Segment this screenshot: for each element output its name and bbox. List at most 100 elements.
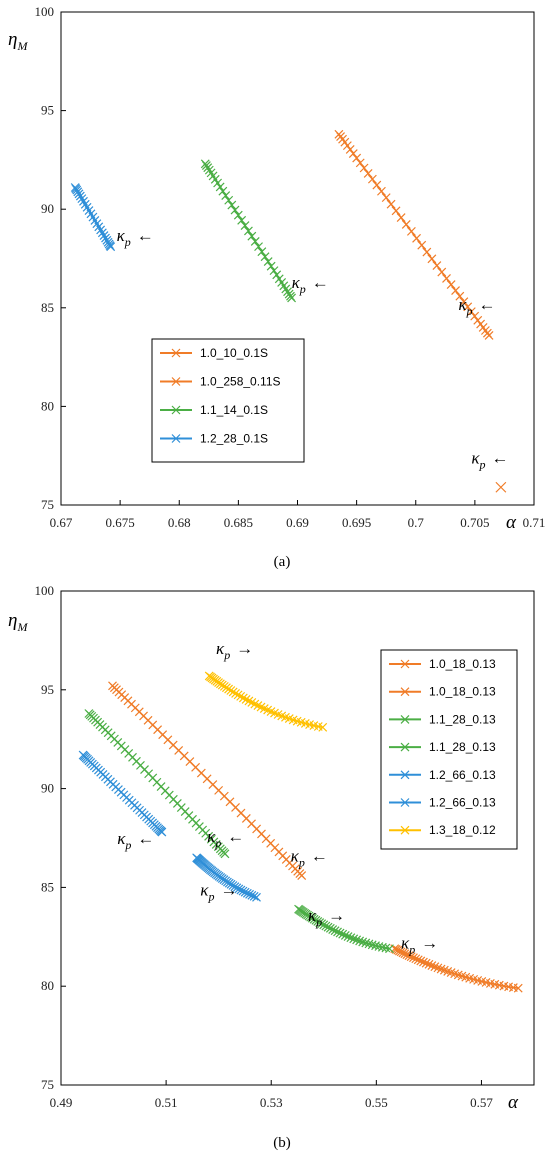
- series-point: [287, 293, 297, 303]
- series-point: [97, 228, 107, 238]
- x-tick-label: 0.705: [460, 515, 489, 530]
- series-point: [157, 827, 167, 837]
- x-tick-label: 0.55: [365, 1095, 388, 1110]
- legend-swatch-marker: [400, 687, 410, 697]
- series-point: [266, 261, 276, 271]
- legend-item: 1.3_18_0.12: [389, 823, 496, 837]
- series-point: [321, 921, 331, 931]
- series-point: [99, 231, 109, 240]
- series: [495, 481, 507, 493]
- kappa-symbol: κ: [291, 847, 300, 866]
- kappa-arrow: →: [236, 639, 253, 658]
- series-point: [367, 940, 377, 950]
- series: [78, 750, 167, 837]
- y-axis-label: ηM: [8, 610, 28, 634]
- series-point: [297, 871, 307, 880]
- kappa-arrow: ←: [491, 449, 508, 468]
- panel-caption: (a): [274, 554, 291, 570]
- series: [294, 904, 394, 954]
- series-point: [228, 687, 238, 697]
- series-point: [411, 954, 421, 964]
- series-point: [237, 215, 247, 225]
- series-point: [342, 141, 352, 151]
- legend-label: 1.0_258_0.11S: [200, 375, 281, 389]
- legend-swatch-marker: [400, 742, 410, 752]
- series-point: [232, 883, 242, 893]
- series-point: [221, 191, 231, 201]
- panel-caption: (b): [273, 1135, 291, 1151]
- kappa-symbol: κ: [471, 449, 480, 468]
- series-point: [437, 267, 447, 277]
- legend-label: 1.2_66_0.13: [429, 796, 496, 810]
- series-point: [241, 694, 251, 704]
- series-point: [406, 226, 416, 236]
- kappa-annotation: κp ←: [292, 273, 329, 296]
- kappa-annotation: κp ←: [207, 827, 244, 850]
- kappa-subscript: p: [478, 458, 485, 472]
- legend-swatch-marker: [171, 348, 181, 358]
- legend-item: 1.2_28_0.1S: [160, 432, 268, 446]
- series-point: [263, 257, 273, 266]
- series-point: [404, 951, 414, 961]
- legend-label: 1.0_18_0.13: [429, 657, 496, 671]
- legend-item: 1.2_66_0.13: [389, 796, 496, 810]
- series-point: [247, 231, 257, 241]
- legend-label: 1.1_28_0.13: [429, 712, 496, 726]
- legend-item: 1.0_18_0.13: [389, 657, 496, 671]
- series-point: [328, 925, 338, 934]
- x-tick-label: 0.67: [50, 515, 73, 530]
- legend-swatch-marker: [400, 714, 410, 724]
- kappa-arrow: ←: [312, 273, 329, 292]
- series-point: [238, 886, 248, 896]
- x-tick-label: 0.68: [168, 515, 191, 530]
- series-point: [226, 686, 236, 695]
- series-point: [242, 888, 252, 898]
- series-point: [349, 934, 359, 944]
- legend-label: 1.0_18_0.13: [429, 685, 496, 699]
- series-point: [355, 158, 365, 168]
- series-point: [495, 481, 507, 493]
- series-point: [224, 195, 234, 205]
- series-point: [343, 932, 353, 941]
- series-point: [269, 266, 279, 276]
- legend-swatch-marker: [400, 770, 410, 780]
- kappa-symbol: κ: [200, 880, 209, 899]
- series-point: [385, 944, 394, 954]
- series: [200, 159, 297, 303]
- series-point: [345, 144, 355, 154]
- series-point: [367, 174, 377, 184]
- legend-item: 1.0_18_0.13: [389, 685, 496, 699]
- kappa-arrow: →: [328, 906, 345, 925]
- kappa-arrow: →: [220, 880, 237, 899]
- legend-item: 1.0_258_0.11S: [160, 375, 281, 389]
- kappa-annotation: κp ←: [117, 829, 154, 852]
- series-point: [203, 163, 213, 173]
- series-point: [484, 330, 494, 340]
- kappa-annotation: κp →: [308, 906, 345, 929]
- series-point: [231, 688, 241, 698]
- kappa-annotation: κp ←: [291, 847, 328, 870]
- legend-item: 1.1_28_0.13: [389, 712, 496, 726]
- kappa-arrow: ←: [311, 847, 328, 866]
- kappa-subscript: p: [315, 915, 322, 929]
- kappa-subscript: p: [465, 304, 472, 318]
- legend-item: 1.2_66_0.13: [389, 768, 496, 782]
- series-point: [442, 273, 451, 283]
- series-point: [317, 919, 327, 929]
- kappa-arrow: ←: [137, 829, 154, 848]
- series-point: [361, 938, 371, 948]
- series-point: [358, 937, 368, 947]
- series-point: [254, 242, 263, 252]
- series-point: [260, 252, 270, 262]
- series-point: [249, 891, 259, 901]
- kappa-subscript: p: [298, 856, 305, 870]
- series-point: [77, 194, 87, 204]
- kappa-annotation: κp ←: [117, 226, 154, 249]
- series-point: [340, 930, 350, 940]
- kappa-subscript: p: [299, 282, 306, 296]
- kappa-annotation: κp →: [216, 639, 253, 662]
- series-point: [417, 240, 427, 250]
- series-point: [402, 950, 412, 960]
- series-point: [436, 964, 446, 974]
